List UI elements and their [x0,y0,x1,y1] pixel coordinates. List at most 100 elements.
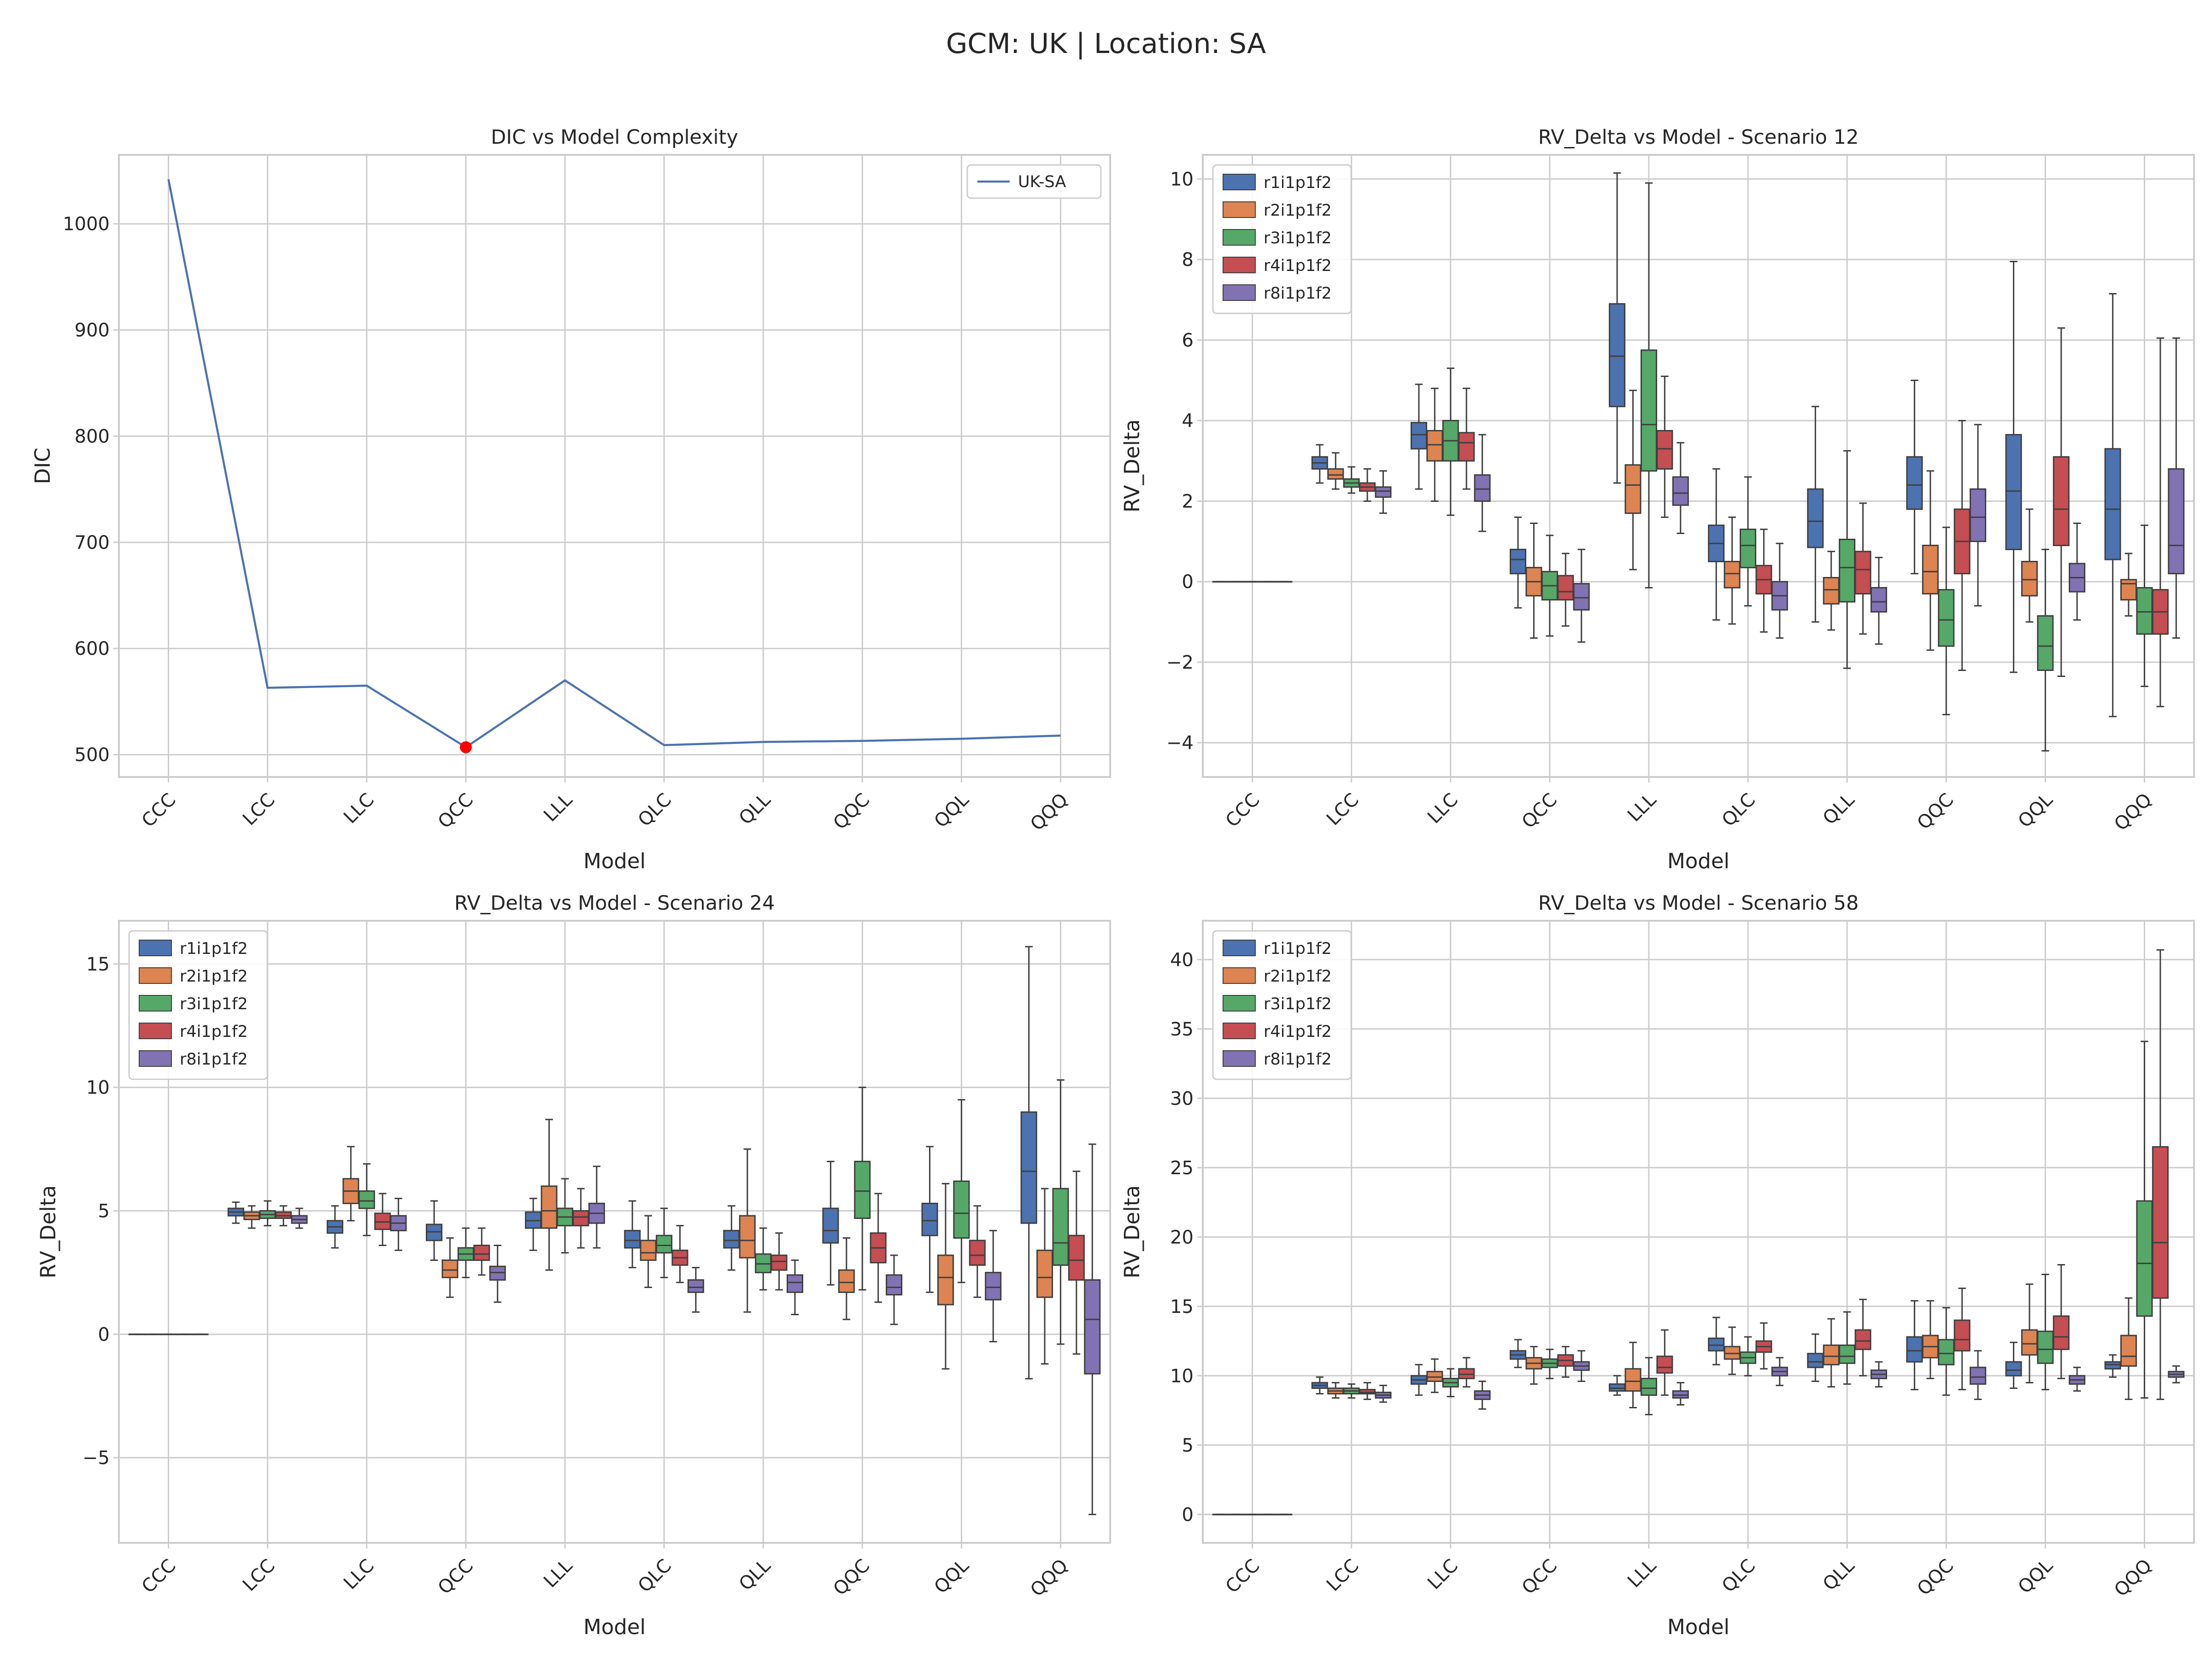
box-body [1823,577,1840,605]
box-body [985,1271,1002,1300]
box-r4i1p1f2-QQC [1953,1288,1971,1390]
box-body [822,1207,839,1244]
box-r2i1p1f2-QQC [1922,470,1939,651]
legend-swatch-r4i1p1f2 [1223,1023,1256,1039]
box-body [2120,1335,2137,1367]
box-r4i1p1f2-QQL [2053,1264,2070,1379]
box-r3i1p1f2-QQC [1938,1307,1955,1396]
box-body [1839,538,1856,603]
box-body [1052,1188,1069,1266]
box-r4i1p1f2-QCC [1557,1346,1574,1378]
box-r1i1p1f2-QLC [1708,468,1725,621]
box-body [1807,488,1824,548]
box-body [1036,1249,1053,1298]
box-r8i1p1f2-LLC [1474,1380,1491,1410]
box-r8i1p1f2-QLC [687,1267,704,1313]
box-r3i1p1f2-QQQ [2136,1041,2153,1399]
legend-label-r3i1p1f2: r3i1p1f2 [180,995,248,1013]
box-body [1724,1346,1741,1360]
box-body [2168,468,2185,575]
box-body [1458,1368,1475,1379]
box-r4i1p1f2-QQL [2053,327,2070,677]
box-body [1740,529,1757,569]
x-axis-label: Model [583,1615,646,1639]
legend-swatch-r2i1p1f2 [1223,201,1256,218]
box-body [2037,1330,2054,1364]
box-r2i1p1f2-LLL [1624,389,1641,571]
box-r2i1p1f2-QQL [2021,508,2038,623]
box-body [1970,1366,1987,1385]
legend-swatch-r4i1p1f2 [139,1023,172,1039]
axes-title: RV_Delta vs Model - Scenario 58 [1538,892,1859,915]
axes-frame [118,920,1111,1544]
box-r8i1p1f2-QLC [1771,542,1788,639]
box-r1i1p1f2-LLC [326,1205,343,1249]
box-r4i1p1f2-QQQ [1068,1171,1085,1355]
legend: UK-SA [966,164,1102,199]
y-tick-label-6: 30 [1170,1088,1194,1109]
box-body [1953,1319,1971,1352]
box-r8i1p1f2-LLC [390,1198,407,1251]
box-r4i1p1f2-LLL [572,1188,589,1249]
y-tick-label-2: 5 [98,1200,110,1222]
y-axis-label: DIC [30,447,55,484]
box-r4i1p1f2-LLL [1656,376,1673,518]
box-r2i1p1f2-LCC [1327,1382,1344,1399]
box-r3i1p1f2-LLL [556,1178,573,1254]
box-body [1906,1336,1923,1363]
box-body [687,1279,704,1293]
box-r3i1p1f2-QLL [1839,450,1856,669]
legend-swatch-r8i1p1f2 [139,1050,172,1067]
box-r4i1p1f2-LLL [1656,1329,1673,1396]
box-r8i1p1f2-QLL [1870,1361,1888,1388]
box-r3i1p1f2-QQC [854,1087,871,1291]
box-r1i1p1f2-QQL [921,1146,938,1293]
box-r8i1p1f2-CCC [192,1333,209,1335]
legend-label-r2i1p1f2: r2i1p1f2 [1264,201,1332,220]
box-body [1020,1111,1037,1224]
legend-swatch-r2i1p1f2 [139,967,172,984]
box-body [2005,434,2022,550]
box-r2i1p1f2-CCC [144,1333,161,1335]
x-axis-label: Model [583,849,646,873]
box-r1i1p1f2-QQC [1906,1300,1923,1390]
box-r3i1p1f2-QQQ [2136,524,2153,687]
box-r4i1p1f2-QQL [969,1205,986,1298]
box-r2i1p1f2-QCC [441,1237,459,1298]
box-r2i1p1f2-LLC [1426,1358,1443,1393]
y-tick-label-3: 2 [1182,491,1194,512]
legend-swatch-r8i1p1f2 [1223,284,1256,301]
box-body [1922,545,1939,594]
box-body [739,1215,756,1259]
box-body [358,1190,375,1209]
box-r8i1p1f2-CCC [1276,1513,1293,1516]
legend: r1i1p1f2 r2i1p1f2 r3i1p1f2 r4i1p1f2 r8i1p1f2 [128,930,268,1080]
box-body [1938,589,1955,647]
box-body [1823,1344,1840,1365]
box-r3i1p1f2-CCC [160,1333,177,1335]
legend-label-r1i1p1f2: r1i1p1f2 [1264,174,1332,192]
box-r1i1p1f2-QQL [2005,261,2022,673]
y-axis-label: RV_Delta [1120,419,1144,512]
legend-label-r4i1p1f2: r4i1p1f2 [1264,1023,1332,1041]
best-model-marker [459,741,472,753]
box-r3i1p1f2-QQL [2037,1274,2054,1390]
box-r8i1p1f2-QCC [489,1244,506,1303]
box-body [969,1240,986,1266]
box-r2i1p1f2-QQL [2021,1283,2038,1383]
y-tick-label-5: 6 [1182,330,1194,351]
y-tick-label-0: −5 [82,1447,110,1469]
box-r4i1p1f2-QQQ [2152,949,2169,1400]
legend-swatch-r3i1p1f2 [1223,229,1256,246]
box-body [2005,1361,2022,1377]
box-r2i1p1f2-QLL [1823,1318,1840,1388]
box-r3i1p1f2-QQL [953,1099,970,1283]
box-r2i1p1f2-LLC [1426,388,1443,502]
box-body [473,1244,490,1261]
box-body [1573,583,1590,611]
box-body [1672,476,1689,506]
box-r8i1p1f2-LLL [588,1165,605,1249]
box-r4i1p1f2-LCC [1359,1382,1376,1400]
box-body [1327,468,1344,480]
